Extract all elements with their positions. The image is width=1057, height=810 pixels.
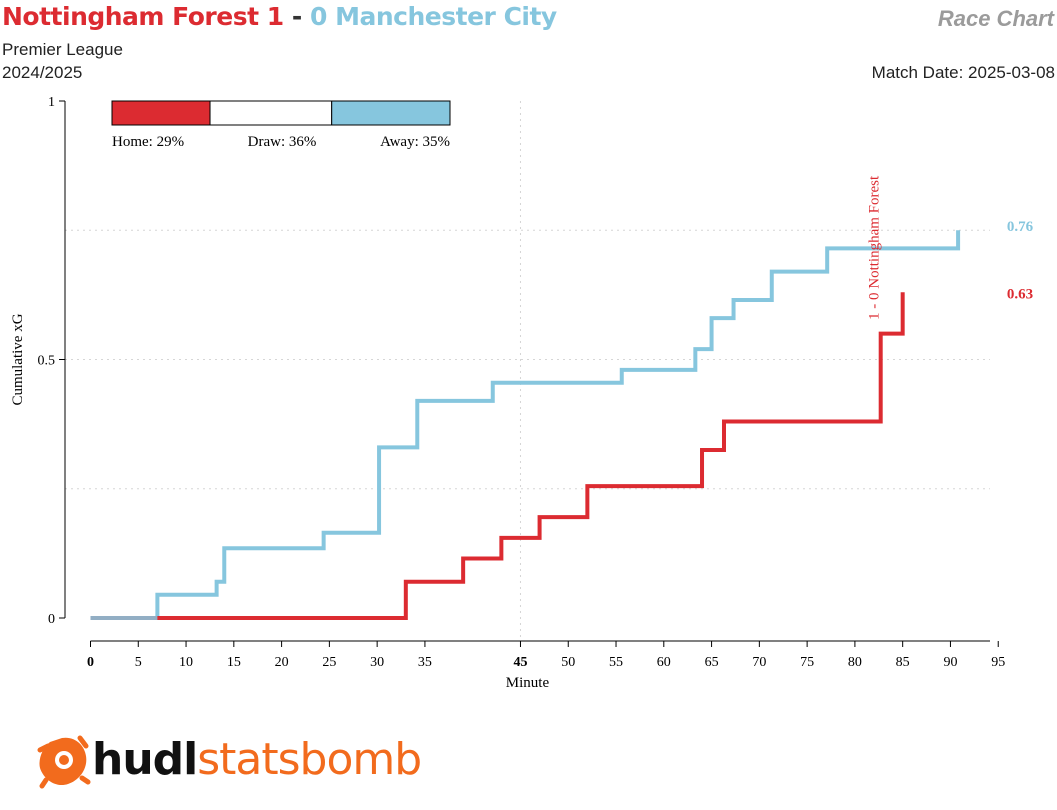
statsbomb-logo-icon — [37, 735, 91, 789]
draw-probability-label: Draw: 36% — [248, 134, 317, 150]
home-xg-line — [90, 292, 905, 620]
match-date: Match Date: 2025-03-08 — [871, 63, 1055, 82]
x-tick-label: 45 — [513, 655, 527, 670]
x-tick-label: 75 — [800, 655, 814, 670]
home-team-score: Nottingham Forest 1 — [2, 2, 284, 31]
x-tick-label: 55 — [609, 655, 623, 670]
x-tick-label: 15 — [227, 655, 241, 670]
chart-labels: 0.76 0.63 1 - 0 Nottingham Forest — [867, 175, 1034, 320]
x-tick-label: 0 — [87, 655, 94, 670]
x-tick-label: 90 — [943, 655, 957, 670]
xg-series — [90, 230, 961, 620]
x-tick-label: 60 — [657, 655, 671, 670]
competition-name: Premier League — [2, 40, 123, 59]
x-tick-label: 80 — [848, 655, 862, 670]
x-tick-label: 70 — [752, 655, 766, 670]
y-tick-label: 0 — [48, 612, 55, 627]
x-tick-label: 85 — [896, 655, 910, 670]
goal-annotation: 1 - 0 Nottingham Forest — [867, 175, 883, 320]
x-tick-label: 35 — [418, 655, 432, 670]
home-probability-label: Home: 29% — [112, 134, 184, 150]
x-tick-label: 50 — [561, 655, 575, 670]
x-tick-label: 95 — [991, 655, 1005, 670]
score-separator: - — [291, 2, 302, 31]
hudl-statsbomb-logo: hudlstatsbomb — [36, 730, 436, 794]
draw-probability-segment — [209, 100, 333, 126]
x-tick-label: 30 — [370, 655, 384, 670]
probability-bar: Home: 29% Draw: 36% Away: 35% — [111, 100, 451, 150]
logo-wordmark: hudlstatsbomb — [92, 734, 422, 785]
away-final-xg-label: 0.76 — [1007, 219, 1034, 235]
away-probability-segment — [331, 100, 451, 126]
away-xg-line — [90, 230, 961, 620]
match-title: Nottingham Forest 1 - 0 Manchester City — [2, 2, 557, 31]
x-tick-label: 5 — [135, 655, 142, 670]
home-probability-segment — [111, 100, 211, 126]
season: 2024/2025 — [2, 63, 83, 82]
x-tick-label: 25 — [322, 655, 336, 670]
x-tick-label: 20 — [275, 655, 289, 670]
home-final-xg-label: 0.63 — [1007, 286, 1033, 302]
x-axis-title: Minute — [506, 675, 550, 691]
grid-lines — [65, 101, 990, 641]
chart-type-label: Race Chart — [937, 6, 1054, 31]
axes: 00.510 5 10 15 20 25 30 35 45 50 55 60 65 70 75 80 85 90 9… — [10, 95, 1005, 691]
away-team-score: 0 Manchester City — [310, 2, 557, 31]
race-chart: 00.510 5 10 15 20 25 30 35 45 50 55 60 65 70 75 80 85 90 9… — [10, 95, 1034, 691]
y-axis-title: Cumulative xG — [10, 313, 26, 405]
y-tick-label: 0.5 — [38, 354, 56, 369]
y-tick-label: 1 — [48, 95, 55, 110]
x-tick-label: 10 — [179, 655, 193, 670]
away-probability-label: Away: 35% — [380, 134, 450, 150]
x-tick-label: 65 — [705, 655, 719, 670]
